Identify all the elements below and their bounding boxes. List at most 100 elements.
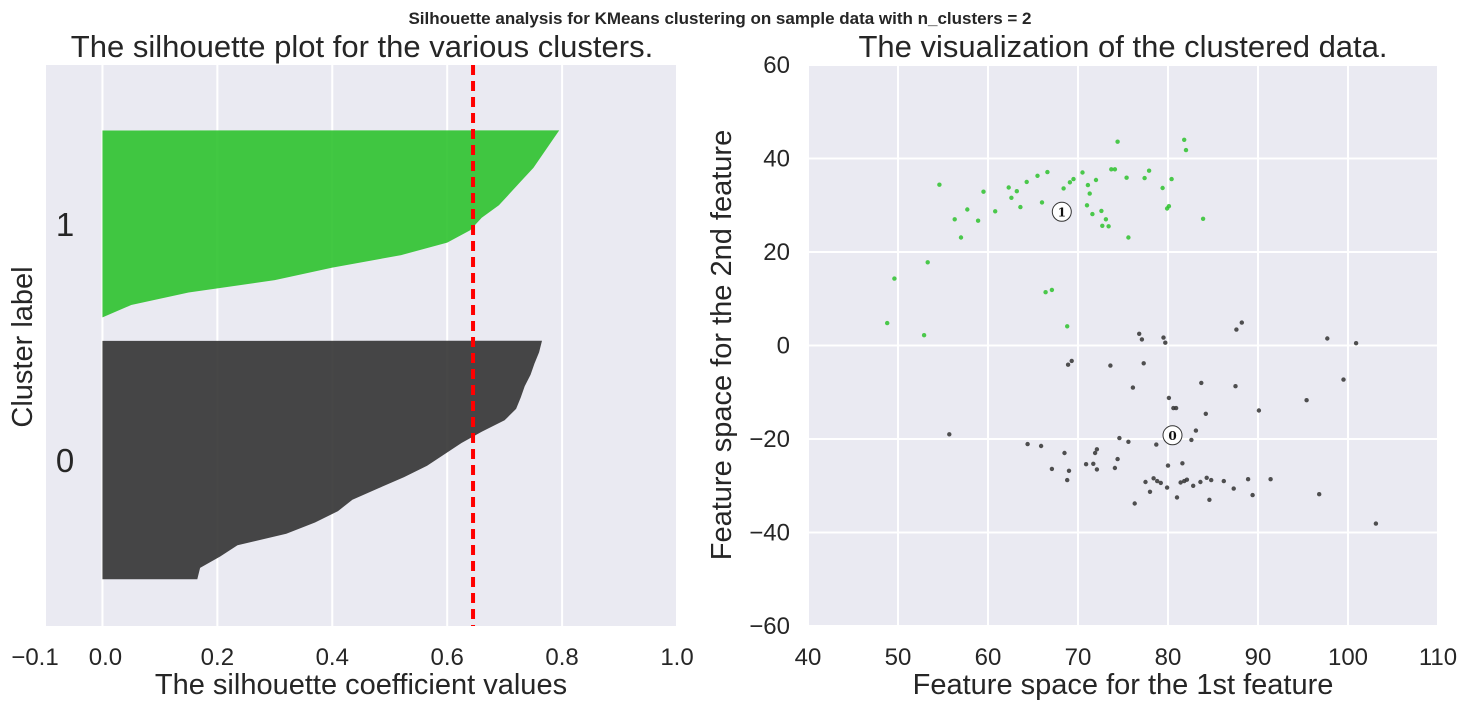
scatter-point-cluster-1 bbox=[1006, 185, 1011, 190]
scatter-y-tick-label: 40 bbox=[763, 146, 790, 173]
scatter-gridlines bbox=[807, 64, 1439, 627]
scatter-x-tick-label: 80 bbox=[1155, 644, 1182, 671]
scatter-point-cluster-1 bbox=[1024, 179, 1029, 185]
scatter-point-cluster-1 bbox=[1085, 182, 1091, 188]
scatter-point-cluster-0 bbox=[1158, 480, 1164, 486]
scatter-point-cluster-0 bbox=[1143, 479, 1148, 485]
silhouette-x-tick-label: 0.4 bbox=[316, 644, 349, 671]
scatter-point-cluster-0 bbox=[1132, 501, 1137, 506]
scatter-point-cluster-0 bbox=[1250, 492, 1255, 498]
scatter-point-cluster-0 bbox=[1147, 489, 1153, 494]
scatter-point-cluster-0 bbox=[1341, 377, 1346, 382]
scatter-point-cluster-1 bbox=[1166, 204, 1172, 209]
scatter-point-cluster-0 bbox=[1108, 363, 1113, 368]
scatter-point-cluster-0 bbox=[1154, 442, 1159, 447]
scatter-point-cluster-1 bbox=[1018, 204, 1023, 210]
scatter-point-cluster-0 bbox=[1094, 467, 1100, 472]
scatter-point-cluster-0 bbox=[1062, 450, 1067, 456]
scatter-point-cluster-1 bbox=[1067, 180, 1073, 185]
scatter-point-cluster-0 bbox=[947, 432, 952, 437]
scatter-point-cluster-1 bbox=[1183, 147, 1189, 153]
scatter-point-cluster-0 bbox=[1207, 497, 1212, 502]
scatter-point-cluster-0 bbox=[1209, 477, 1214, 483]
scatter-point-cluster-0 bbox=[1174, 495, 1180, 500]
cluster-labels: 01 bbox=[56, 206, 74, 479]
scatter-point-cluster-1 bbox=[1126, 235, 1131, 240]
scatter-point-cluster-0 bbox=[1233, 384, 1238, 389]
scatter-x-tick-label: 60 bbox=[975, 644, 1002, 671]
scatter-point-cluster-0 bbox=[1268, 477, 1273, 482]
scatter-point-cluster-1 bbox=[1093, 177, 1099, 183]
cluster-center-0-label: 0 bbox=[1168, 429, 1176, 443]
scatter-point-cluster-1 bbox=[925, 260, 930, 265]
scatter-y-tick-labels: −60 −40 −20 0 20 40 60 bbox=[749, 52, 790, 640]
scatter-point-cluster-1 bbox=[1045, 169, 1050, 175]
cluster-center-1-marker bbox=[1051, 201, 1072, 222]
scatter-point-cluster-1 bbox=[1109, 167, 1114, 172]
scatter-point-cluster-1 bbox=[1146, 168, 1152, 173]
scatter-point-cluster-0 bbox=[1025, 441, 1030, 447]
scatter-point-cluster-1 bbox=[1014, 189, 1019, 194]
scatter-plot-title: The visualization of the clustered data. bbox=[858, 29, 1387, 64]
figure-suptitle: Silhouette analysis for KMeans clusterin… bbox=[408, 9, 1031, 28]
scatter-points bbox=[885, 137, 1379, 526]
scatter-point-cluster-0 bbox=[1137, 331, 1142, 336]
scatter-point-cluster-0 bbox=[1092, 450, 1098, 456]
scatter-point-cluster-0 bbox=[1130, 385, 1136, 390]
cluster-center-1-label: 1 bbox=[1058, 205, 1066, 219]
scatter-point-cluster-1 bbox=[921, 333, 927, 338]
scatter-point-cluster-1 bbox=[1106, 224, 1111, 229]
scatter-point-cluster-0 bbox=[1198, 479, 1203, 485]
scatter-point-cluster-1 bbox=[1142, 175, 1147, 181]
scatter-point-cluster-1 bbox=[1090, 211, 1095, 217]
scatter-x-axis-label: Feature space for the 1st feature bbox=[913, 669, 1334, 701]
scatter-x-tick-label: 40 bbox=[795, 644, 822, 671]
scatter-point-cluster-1 bbox=[1039, 200, 1045, 205]
scatter-point-cluster-0 bbox=[1139, 337, 1145, 342]
scatter-point-cluster-0 bbox=[1189, 437, 1194, 443]
scatter-point-cluster-0 bbox=[1164, 485, 1170, 490]
scatter-point-cluster-0 bbox=[1221, 478, 1227, 484]
scatter-point-cluster-0 bbox=[1155, 478, 1160, 484]
scatter-point-cluster-0 bbox=[1193, 428, 1199, 433]
scatter-y-tick-label: 0 bbox=[777, 333, 790, 360]
silhouette-y-axis-label: Cluster label bbox=[7, 266, 39, 427]
scatter-point-cluster-0 bbox=[1163, 340, 1168, 345]
scatter-point-cluster-1 bbox=[885, 320, 890, 326]
scatter-point-cluster-1 bbox=[1169, 176, 1174, 182]
scatter-point-cluster-1 bbox=[1035, 173, 1040, 178]
scatter-point-cluster-1 bbox=[1065, 324, 1070, 329]
scatter-point-cluster-1 bbox=[1112, 167, 1118, 172]
scatter-point-cluster-0 bbox=[1161, 335, 1166, 340]
scatter-x-tick-label: 90 bbox=[1245, 644, 1272, 671]
scatter-point-cluster-0 bbox=[1038, 443, 1044, 449]
scatter-point-cluster-1 bbox=[1124, 175, 1129, 180]
scatter-point-cluster-0 bbox=[1065, 477, 1070, 483]
scatter-point-cluster-0 bbox=[1256, 408, 1262, 413]
scatter-point-cluster-1 bbox=[1049, 287, 1055, 293]
scatter-point-cluster-1 bbox=[975, 218, 981, 223]
scatter-point-cluster-1 bbox=[1080, 170, 1085, 175]
scatter-point-cluster-1 bbox=[1071, 176, 1076, 182]
silhouette-x-tick-label: 0.6 bbox=[430, 644, 463, 671]
scatter-point-cluster-0 bbox=[1141, 361, 1146, 366]
cluster-centers: 01 bbox=[1051, 201, 1183, 446]
scatter-y-tick-label: 20 bbox=[763, 239, 790, 266]
scatter-point-cluster-1 bbox=[1160, 185, 1165, 191]
scatter-point-cluster-0 bbox=[1245, 477, 1251, 482]
scatter-point-cluster-1 bbox=[1061, 186, 1066, 191]
scatter-point-cluster-1 bbox=[1043, 290, 1048, 295]
scatter-point-cluster-0 bbox=[1094, 447, 1100, 452]
scatter-point-cluster-1 bbox=[1103, 217, 1109, 222]
scatter-point-cluster-0 bbox=[1203, 411, 1209, 416]
scatter-point-cluster-1 bbox=[965, 207, 970, 212]
scatter-x-tick-label: 100 bbox=[1328, 644, 1368, 671]
silhouette-plot-title: The silhouette plot for the various clus… bbox=[71, 29, 653, 64]
cluster-center-0-marker bbox=[1162, 425, 1183, 446]
scatter-point-cluster-0 bbox=[1069, 358, 1074, 364]
scatter-y-tick-label: −20 bbox=[749, 426, 790, 453]
silhouette-x-axis-label: The silhouette coefficient values bbox=[155, 669, 567, 701]
scatter-point-cluster-0 bbox=[1165, 463, 1171, 468]
scatter-point-cluster-0 bbox=[1191, 483, 1196, 488]
